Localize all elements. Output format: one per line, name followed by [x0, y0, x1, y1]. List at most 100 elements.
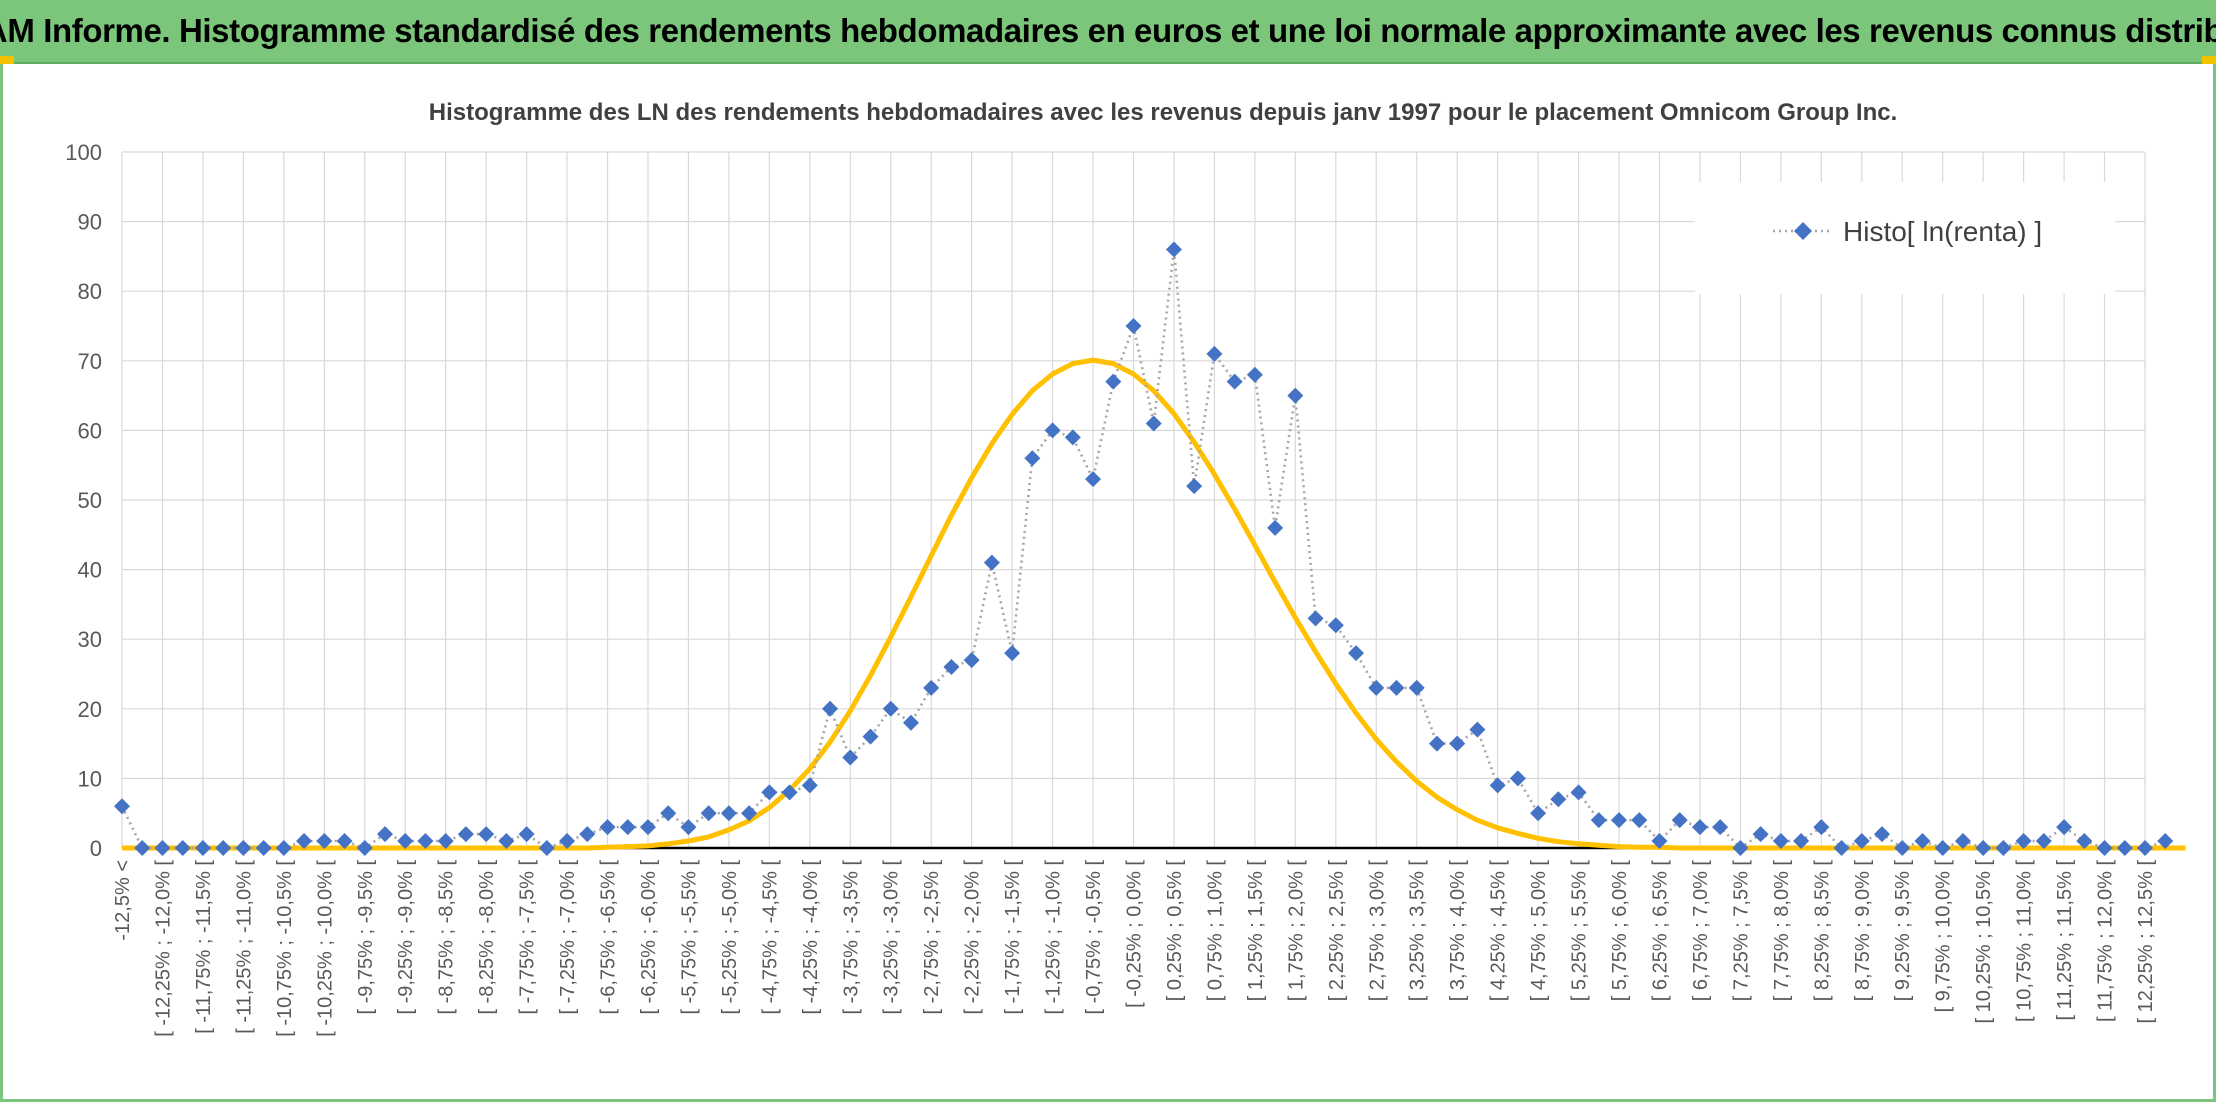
histogram-point [1105, 373, 1122, 390]
x-tick-label: [ 10,25% ; 10,5% [ [1973, 860, 1995, 1024]
histogram-point [538, 840, 555, 856]
histogram-point [639, 819, 656, 836]
x-tick-label: [ -5,75% ; -5,5% [ [678, 860, 700, 1015]
histogram-point [1954, 833, 1971, 850]
histogram-point [1449, 735, 1466, 752]
histogram-point [134, 840, 151, 856]
x-tick-label: [ -9,25% ; -9,0% [ [395, 860, 417, 1015]
chart-title: Histogramme des LN des rendements hebdom… [429, 99, 1898, 126]
x-tick-label: [ 9,75% ; 10,0% [ [1933, 860, 1955, 1013]
legend: Histo[ ln(renta) ] [1695, 182, 2115, 294]
histogram-point [1327, 617, 1344, 634]
legend-box [1695, 182, 2115, 294]
y-tick-label: 0 [90, 836, 102, 861]
histogram-dotted-line [120, 249, 2166, 850]
banner-title: ADAM Informe. Histogramme standardisé de… [0, 0, 2216, 64]
histogram-point [2015, 833, 2032, 850]
normal-curve [122, 357, 2186, 851]
histogram-point [437, 833, 454, 850]
x-tick-label: [ 10,75% ; 11,0% [ [2014, 860, 2036, 1022]
x-tick-label: [ -11,75% ; -11,5% [ [193, 860, 215, 1034]
y-axis-labels: 0 10 20 30 40 50 60 70 80 90 100 [65, 140, 102, 861]
x-tick-label: [ 3,75% ; 4,0% [ [1447, 860, 1469, 1002]
y-tick-label: 20 [78, 697, 102, 722]
histogram-point [943, 659, 960, 676]
x-tick-label: [ -2,25% ; -2,0% [ [962, 860, 984, 1015]
histogram-point [923, 679, 940, 696]
x-axis-labels: -12,5% < [ -12,25% ; -12,0% [[ -11,75% ; … [112, 860, 2157, 1037]
banner-accent-right [2202, 56, 2216, 64]
histogram-point [781, 784, 798, 801]
histogram-point [1712, 819, 1729, 836]
histogram-point [1793, 833, 1810, 850]
histogram-point [1894, 840, 1911, 856]
x-tick-label: [ 11,75% ; 12,0% [ [2095, 860, 2117, 1022]
y-tick-label: 30 [78, 627, 102, 652]
x-tick-label: [ -5,25% ; -5,0% [ [719, 860, 741, 1015]
histogram-point [1691, 819, 1708, 836]
histogram-point [376, 826, 393, 843]
histogram-point [761, 784, 778, 801]
x-tick-label: [ 1,75% ; 2,0% [ [1285, 860, 1307, 1002]
histogram-point [579, 826, 596, 843]
x-tick-label: [ -4,25% ; -4,0% [ [800, 860, 822, 1015]
x-tick-label: [ 1,25% ; 1,5% [ [1245, 860, 1267, 1002]
histogram-point [1550, 791, 1567, 808]
histogram-point [1145, 415, 1162, 432]
x-tick-label: [ -10,75% ; -10,5% [ [274, 860, 296, 1037]
x-tick-label: [ -6,75% ; -6,5% [ [598, 860, 620, 1015]
y-tick-label: 70 [78, 349, 102, 374]
x-tick-label: [ 7,75% ; 8,0% [ [1771, 860, 1793, 1002]
x-tick-label: [ -9,75% ; -9,5% [ [355, 860, 377, 1015]
histogram-point [174, 840, 191, 856]
histogram-point [862, 728, 879, 745]
histogram-point [1853, 833, 1870, 850]
histogram-point [1004, 645, 1021, 662]
x-tick-label: [ 5,75% ; 6,0% [ [1609, 860, 1631, 1002]
histogram-point [2035, 833, 2052, 850]
histogram-point [822, 700, 839, 717]
y-tick-label: 80 [78, 279, 102, 304]
histogram-point [700, 805, 717, 822]
x-tick-label: [ 6,25% ; 6,5% [ [1649, 860, 1671, 1002]
histogram-point [1267, 519, 1284, 536]
histogram-point [1206, 345, 1223, 362]
x-tick-label: [ -6,25% ; -6,0% [ [638, 860, 660, 1015]
x-tick-label: [ -0,25% ; 0,0% [ [1124, 860, 1146, 1008]
x-tick-label: [ 12,25% ; 12,5% [ [2135, 860, 2157, 1024]
x-tick-label: [ 2,25% ; 2,5% [ [1326, 860, 1348, 1002]
histogram-point [1428, 735, 1445, 752]
histogram-point [660, 805, 677, 822]
histogram-point [1246, 366, 1263, 383]
histogram-point [2096, 840, 2113, 856]
histogram-point [1590, 812, 1607, 829]
histogram-point [316, 833, 333, 850]
histogram-point [1064, 429, 1081, 446]
histogram-point [1874, 826, 1891, 843]
histogram-point [154, 840, 171, 856]
x-tick-label: [ 9,25% ; 9,5% [ [1892, 860, 1914, 1002]
x-tick-label: [ 11,25% ; 11,5% [ [2054, 860, 2076, 1021]
x-tick-label: [ -12,25% ; -12,0% [ [152, 860, 174, 1037]
x-tick-label: [ 8,25% ; 8,5% [ [1811, 860, 1833, 1002]
histogram-series-layer [114, 241, 2174, 856]
histogram-point [963, 652, 980, 669]
y-tick-label: 10 [78, 766, 102, 791]
histogram-point [1368, 679, 1385, 696]
histogram-point [1833, 840, 1850, 856]
normal-curve-layer [122, 357, 2186, 851]
histogram-point [2076, 833, 2093, 850]
x-tick-label: [ 4,75% ; 5,0% [ [1528, 860, 1550, 1002]
y-tick-label: 50 [78, 488, 102, 513]
x-tick-label: [ -0,75% ; -0,5% [ [1083, 860, 1105, 1015]
x-tick-label: [ 3,25% ; 3,5% [ [1407, 860, 1429, 1002]
histogram-point [478, 826, 495, 843]
y-tick-label: 100 [65, 140, 102, 165]
x-tick-label: [ -11,25% ; -11,0% [ [233, 860, 255, 1034]
histogram-point [417, 833, 434, 850]
histogram-point [801, 777, 818, 794]
histogram-point [1732, 840, 1749, 856]
histogram-point [1165, 241, 1182, 258]
legend-label: Histo[ ln(renta) ] [1843, 216, 2042, 247]
histogram-point [1388, 679, 1405, 696]
